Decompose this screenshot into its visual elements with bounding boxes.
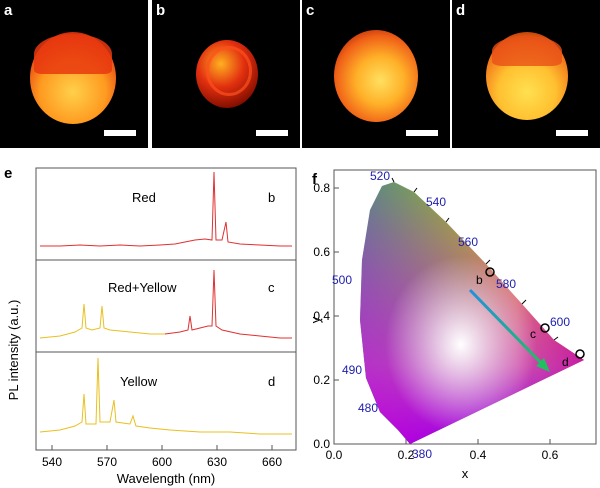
particle-top-red [34,34,112,74]
particle-inner [206,46,252,96]
scale-bar [556,130,588,136]
x-tick-label: 600 [152,455,172,469]
cie-panel: f y 380 480 490 500 520 540 560 580 600 … [308,169,597,481]
wavelength-label: 380 [412,447,432,461]
y-axis-label: PL intensity (a.u.) [6,300,21,401]
plot-frame [35,167,297,451]
scale-bar [256,130,288,136]
trace-tag-d: d [268,374,275,389]
x-tick-label: 630 [207,455,227,469]
x-axis-label: x [462,466,469,481]
wavelength-label: 540 [426,195,446,209]
panel-label-c: c [306,2,315,19]
cie-point-c [540,323,550,333]
cie-gamut [360,182,584,444]
x-axis-ticks [333,439,551,444]
locus-ticks [391,177,559,341]
y-tick-label: 0.8 [313,181,330,195]
y-axis-ticks [334,187,339,445]
y-tick-label: 0.6 [313,245,330,259]
wavelength-label: 500 [332,273,352,287]
micrograph-b: b [152,0,300,148]
scale-bar [406,130,438,136]
x-axis-ticks [51,445,273,450]
pl-spectra-panel: e PL intensity (a.u.) 540 570 600 630 66… [4,165,297,486]
shift-arrow [468,288,550,372]
scale-bar [104,130,136,136]
cie-point-label-c: c [530,327,536,341]
panel-label-d: d [456,2,466,19]
trace-label-yellow: Yellow [120,374,158,389]
wavelength-label: 520 [370,169,390,183]
wavelength-label: 560 [458,235,478,249]
cie-point-b [485,267,495,277]
particle-image [334,30,418,122]
x-tick-label: 0.4 [470,448,487,462]
panel-label-e: e [4,165,12,182]
spectrum-yellow [39,357,292,435]
x-tick-label: 0.2 [398,448,415,462]
spectrum-red-part [164,269,292,339]
x-tick-label: 660 [262,455,282,469]
spectrum-yellow-part [39,303,165,339]
panel-label-f: f [312,171,318,188]
y-axis-label: y [308,316,323,323]
micrograph-c: c [302,0,450,148]
trace-label-red-yellow: Red+Yellow [108,280,177,295]
wavelength-label: 580 [496,277,516,291]
panel-label-a: a [4,2,13,19]
y-tick-label: 0.0 [313,437,330,451]
wavelength-label: 600 [550,315,570,329]
cie-point-label-b: b [476,273,483,287]
y-tick-label: 0.2 [313,373,330,387]
trace-tag-b: b [268,190,275,205]
x-tick-label: 540 [42,455,62,469]
spectrum-red [40,171,292,247]
cie-point-label-d: d [562,355,569,369]
x-tick-label: 0.6 [542,448,559,462]
wavelength-label: 490 [342,363,362,377]
micrograph-d: d [452,0,600,148]
x-axis-label: Wavelength (nm) [117,471,216,486]
y-tick-label: 0.4 [313,309,330,323]
wavelength-label: 480 [358,401,378,415]
trace-tag-c: c [268,280,275,295]
plot-frame [333,169,597,445]
trace-label-red: Red [132,190,156,205]
x-tick-label: 0.0 [326,448,343,462]
cie-point-d [575,349,585,359]
micrograph-a: a [0,0,148,148]
particle-top-red [492,36,562,66]
x-tick-label: 570 [97,455,117,469]
panel-label-b: b [156,2,166,19]
